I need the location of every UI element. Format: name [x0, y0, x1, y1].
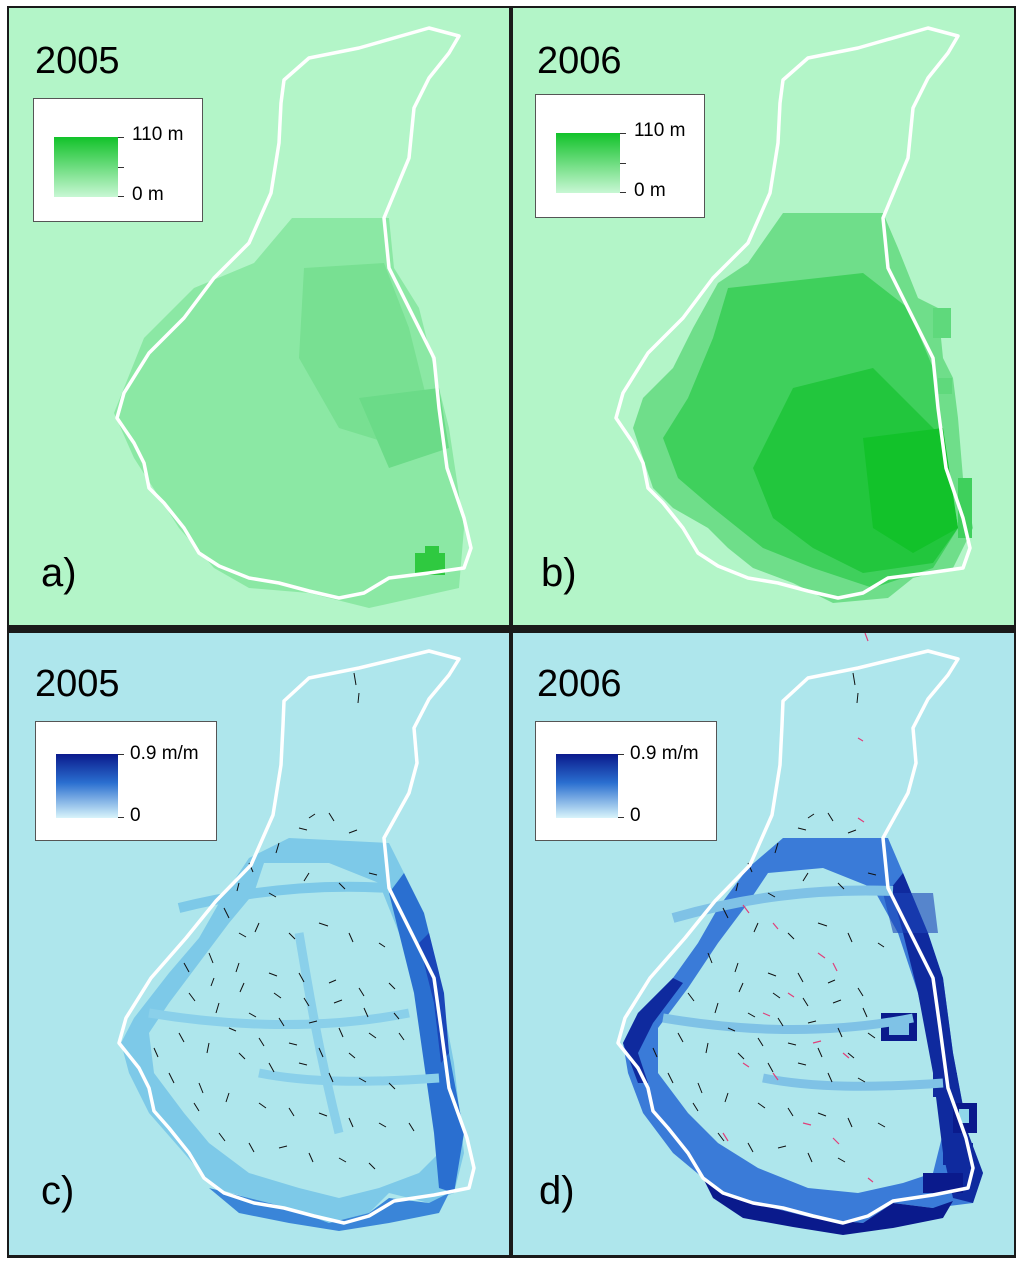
panel-b-legend: 110 m 0 m: [535, 94, 705, 218]
new-crevasse-streaks: [722, 633, 874, 1183]
glacier-outline: [117, 649, 476, 1225]
panel-d-label: d): [539, 1169, 575, 1213]
legend-color-ramp: [556, 754, 618, 818]
panel-d-year: 2006: [537, 663, 622, 705]
divider-horizontal: [7, 625, 1016, 633]
panel-c-label: c): [41, 1169, 75, 1213]
legend-max-label: 0.9 m/m: [630, 743, 699, 764]
panel-b-map: [614, 26, 973, 603]
panel-b-label: b): [541, 551, 577, 595]
glacier-outline: [616, 649, 975, 1225]
panel-c-map: [117, 649, 476, 1231]
legend-max-label: 0.9 m/m: [130, 743, 199, 764]
slope-raster: [121, 838, 464, 1231]
legend-min-label: 0: [130, 805, 141, 826]
panel-a: 2005 110 m 0 m a): [9, 8, 509, 625]
panel-a-year: 2005: [35, 40, 120, 82]
panel-a-legend: 110 m 0 m: [33, 98, 203, 222]
legend-min-label: 0 m: [132, 184, 164, 205]
legend-min-label: 0: [630, 805, 641, 826]
legend-max-label: 110 m: [132, 124, 184, 145]
ice-thickness-raster: [114, 218, 464, 608]
ice-thickness-raster: [633, 213, 973, 603]
legend-color-ramp: [54, 137, 118, 197]
crevasse-streaks: [153, 672, 415, 1170]
panel-c-year: 2005: [35, 663, 120, 705]
panel-b-year: 2006: [537, 40, 622, 82]
panel-a-map: [114, 26, 473, 608]
panel-d-legend: 0.9 m/m 0: [535, 721, 717, 841]
panel-d: 2006 0.9 m/m 0 d): [513, 633, 1014, 1255]
legend-max-label: 110 m: [634, 120, 686, 141]
panel-c: 2005 0.9 m/m 0 c): [9, 633, 509, 1255]
glacier-outline: [115, 26, 473, 600]
slope-raster: [623, 838, 983, 1235]
panel-b: 2006 110 m 0 m b): [513, 8, 1014, 625]
glacier-outline: [614, 26, 972, 600]
panel-a-label: a): [41, 551, 77, 595]
legend-color-ramp: [556, 133, 620, 193]
panel-d-map: [616, 633, 983, 1235]
legend-min-label: 0 m: [634, 180, 666, 201]
legend-color-ramp: [56, 754, 118, 818]
panel-c-legend: 0.9 m/m 0: [35, 721, 217, 841]
